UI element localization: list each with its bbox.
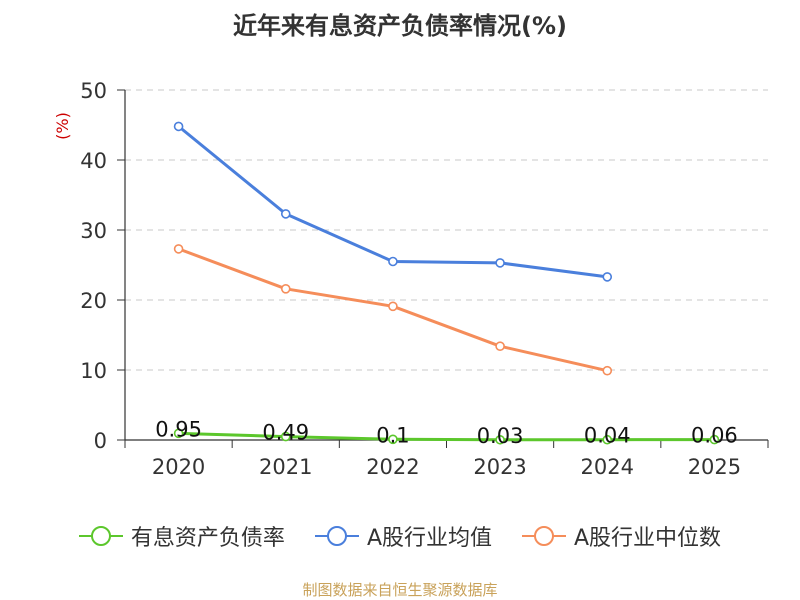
chart-title: 近年来有息资产负债率情况(%) xyxy=(233,12,567,40)
x-tick-label: 2021 xyxy=(259,455,312,479)
y-tick-label: 20 xyxy=(80,289,107,313)
legend-swatch xyxy=(522,526,566,546)
data-point xyxy=(280,209,291,219)
data-label: 0.06 xyxy=(691,424,738,448)
data-label: 0.1 xyxy=(376,423,409,447)
x-tick-label: 2025 xyxy=(688,455,741,479)
data-point xyxy=(495,341,505,352)
data-point xyxy=(173,121,184,132)
data-label: 0.04 xyxy=(584,424,631,448)
data-point xyxy=(280,283,291,294)
y-tick-label: 50 xyxy=(80,79,107,103)
legend-label: 有息资产负债率 xyxy=(130,526,285,551)
data-point xyxy=(602,434,613,445)
legend: 有息资产负债率 A股行业均值 A股行业中位数 xyxy=(0,520,800,552)
x-tick-label: 2022 xyxy=(366,455,419,479)
data-point xyxy=(495,434,505,445)
x-tick-label: 2024 xyxy=(581,455,634,479)
data-label: 0.03 xyxy=(477,424,524,448)
series-line-1 xyxy=(177,125,608,279)
legend-label: A股行业中位数 xyxy=(574,526,722,551)
data-point xyxy=(495,258,505,268)
data-point xyxy=(709,434,720,445)
legend-item: 有息资产负债率 xyxy=(78,520,285,552)
data-point xyxy=(173,244,184,254)
data-point xyxy=(173,428,184,439)
legend-swatch xyxy=(314,526,359,546)
y-tick-label: 10 xyxy=(80,359,107,383)
x-tick-label: 2020 xyxy=(152,455,205,479)
series-line-0 xyxy=(178,431,715,442)
legend-swatch xyxy=(78,526,123,546)
data-point xyxy=(388,301,398,312)
data-point xyxy=(602,365,613,376)
legend-label: A股行业均值 xyxy=(366,526,492,551)
source-note: 制图数据来自恒生聚源数据库 xyxy=(302,581,498,599)
data-label: 0.95 xyxy=(155,417,202,441)
y-tick-label: 30 xyxy=(80,219,107,243)
y-axis-label: (%) xyxy=(53,112,72,140)
y-tick-label: 0 xyxy=(94,429,107,453)
legend-item: A股行业中位数 xyxy=(522,520,721,552)
data-point xyxy=(388,434,398,445)
data-label: 0.49 xyxy=(262,421,309,445)
x-tick-label: 2023 xyxy=(473,455,526,479)
data-point xyxy=(388,256,398,267)
y-tick-label: 40 xyxy=(80,149,107,173)
data-point xyxy=(602,272,613,282)
data-point xyxy=(280,431,291,442)
legend-item: A股行业均值 xyxy=(314,520,492,552)
